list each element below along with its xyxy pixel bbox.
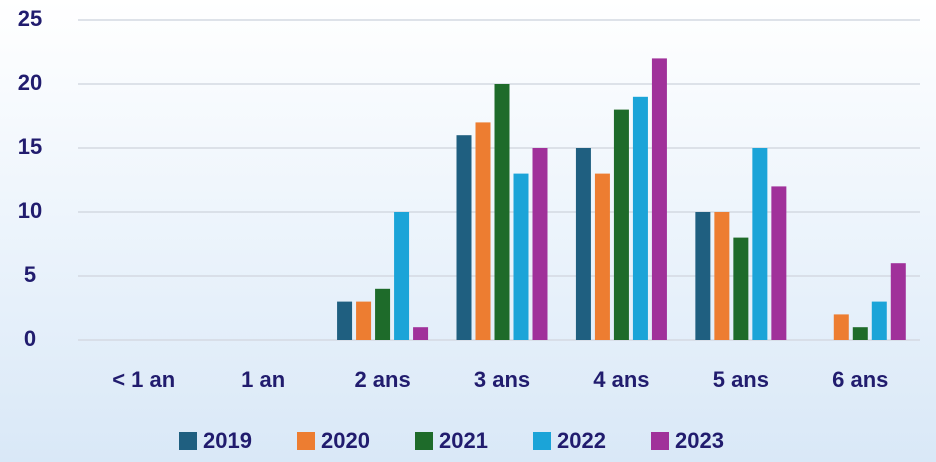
bar <box>871 301 887 340</box>
bar <box>695 212 711 340</box>
x-tick-label: 1 an <box>241 367 285 392</box>
bar <box>594 173 610 340</box>
bar <box>651 58 667 341</box>
x-tick-label: 3 ans <box>474 367 530 392</box>
y-tick-label: 5 <box>24 262 36 287</box>
legend-swatch <box>297 432 315 450</box>
bar <box>494 84 510 340</box>
bar <box>532 148 548 340</box>
bar <box>513 173 529 340</box>
legend-label: 2019 <box>203 428 252 453</box>
legend-swatch <box>651 432 669 450</box>
bar <box>575 148 591 340</box>
bar <box>771 186 787 340</box>
bar <box>632 96 648 340</box>
x-tick-label: < 1 an <box>112 367 175 392</box>
legend-swatch <box>533 432 551 450</box>
bar <box>890 263 906 340</box>
bar <box>733 237 749 340</box>
bar <box>475 122 491 341</box>
bar <box>356 301 372 340</box>
x-tick-label: 6 ans <box>832 367 888 392</box>
bar <box>413 327 429 340</box>
bar <box>375 288 391 340</box>
y-tick-label: 25 <box>18 6 42 31</box>
legend-swatch <box>179 432 197 450</box>
bar <box>456 135 472 340</box>
y-tick-label: 0 <box>24 326 36 351</box>
bar <box>613 109 629 340</box>
y-tick-label: 10 <box>18 198 42 223</box>
x-tick-label: 4 ans <box>593 367 649 392</box>
x-tick-label: 2 ans <box>354 367 410 392</box>
legend-label: 2022 <box>557 428 606 453</box>
x-tick-label: 5 ans <box>713 367 769 392</box>
legend-swatch <box>415 432 433 450</box>
bar <box>714 212 730 340</box>
y-tick-label: 20 <box>18 70 42 95</box>
bar <box>337 301 353 340</box>
legend-label: 2020 <box>321 428 370 453</box>
bar <box>394 212 410 340</box>
bar <box>852 327 868 340</box>
bar <box>833 314 849 340</box>
legend-label: 2023 <box>675 428 724 453</box>
y-tick-label: 15 <box>18 134 42 159</box>
legend-label: 2021 <box>439 428 488 453</box>
bar <box>752 148 768 340</box>
